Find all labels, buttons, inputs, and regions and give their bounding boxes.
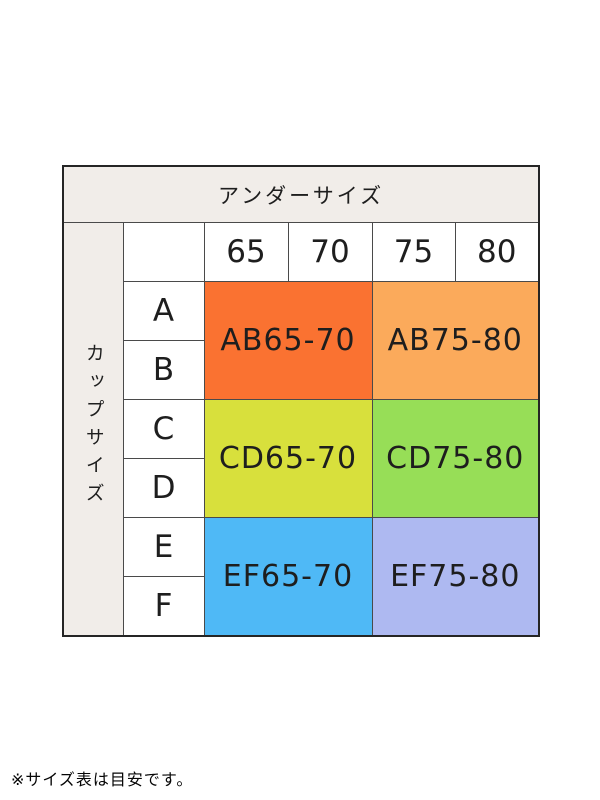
corner-empty-cell <box>122 222 205 282</box>
cup-row-c: C <box>122 399 205 459</box>
size-cell-cd65-70: CD65-70 <box>203 399 373 518</box>
cup-row-a: A <box>122 281 205 341</box>
size-chart-footnote: ※サイズ表は目安です。 <box>11 770 194 789</box>
table-row: アンダーサイズ <box>62 165 540 223</box>
size-cell-cd75-80: CD75-80 <box>371 399 540 518</box>
band-size-75: 75 <box>371 222 456 282</box>
cup-size-axis-label: カップサイズ <box>82 343 105 511</box>
size-cell-ab65-70: AB65-70 <box>203 281 373 400</box>
size-cell-ef75-80: EF75-80 <box>371 517 540 637</box>
band-size-70: 70 <box>287 222 373 282</box>
table-row: C CD65-70 CD75-80 <box>63 399 540 518</box>
table-row: B <box>63 340 539 400</box>
table-row: D <box>63 458 539 518</box>
size-chart-table: アンダーサイズ カップサイズ 65 70 75 80 A AB65-70 AB7… <box>62 165 541 637</box>
table-row: A AB65-70 AB75-80 <box>63 281 540 400</box>
size-cell-ab75-80: AB75-80 <box>371 281 540 400</box>
table-row: カップサイズ 65 70 75 80 <box>62 222 540 637</box>
cup-row-d: D <box>122 458 205 518</box>
cup-row-b: B <box>122 340 205 400</box>
cup-row-f: F <box>122 576 205 637</box>
table-row: E EF65-70 EF75-80 <box>63 517 540 637</box>
size-cell-ef65-70: EF65-70 <box>203 517 373 637</box>
table-row: F <box>63 576 539 637</box>
under-size-header: アンダーサイズ <box>62 165 540 223</box>
band-size-80: 80 <box>454 222 540 282</box>
cup-row-e: E <box>122 517 205 577</box>
band-size-65: 65 <box>203 222 289 282</box>
cup-size-axis-cell: カップサイズ <box>62 222 124 637</box>
